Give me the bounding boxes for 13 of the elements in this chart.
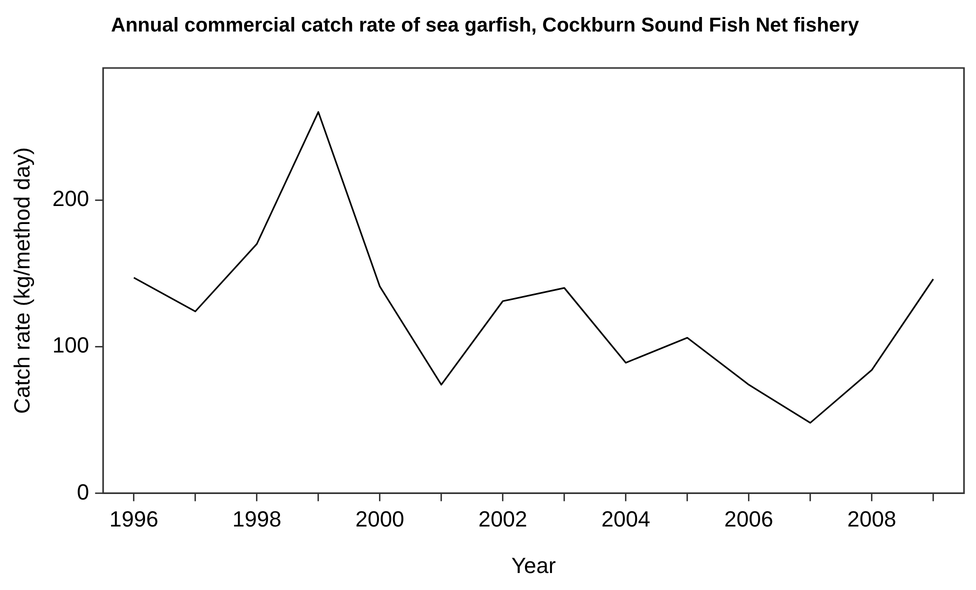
chart-title: Annual commercial catch rate of sea garfish, Cockburn Sound Fish Net fishery (111, 14, 860, 37)
x-tick-label: 1998 (232, 506, 282, 532)
y-axis-title: Catch rate (kg/method day) (9, 147, 34, 414)
x-axis-title: Year (511, 552, 556, 578)
x-tick-label: 1996 (109, 506, 158, 532)
y-tick-label: 0 (76, 479, 90, 504)
x-tick-label: 2002 (478, 506, 528, 532)
x-tick-label: 2008 (847, 506, 896, 532)
x-tick-label: 2000 (355, 506, 404, 532)
y-tick-label: 200 (52, 186, 90, 212)
x-tick-label: 2006 (724, 506, 774, 532)
x-tick-label: 2004 (601, 506, 650, 532)
y-tick-label: 100 (52, 332, 90, 358)
